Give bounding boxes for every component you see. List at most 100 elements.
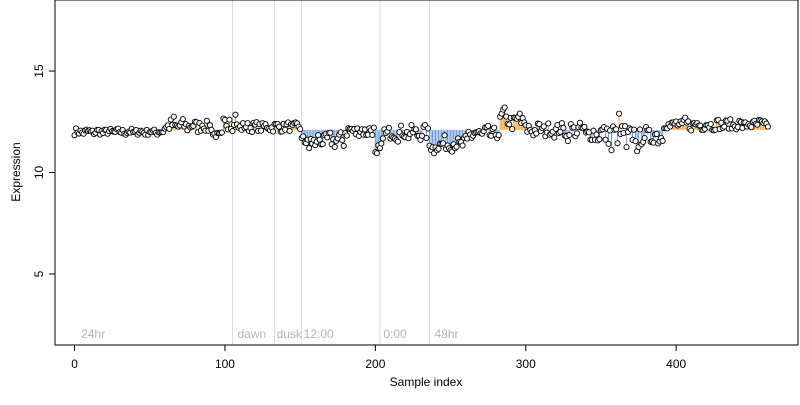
deviation-bar (520, 122, 522, 130)
deviation-bar (516, 118, 518, 130)
data-point (248, 128, 256, 135)
data-point (576, 119, 583, 126)
deviation-bar (377, 129, 379, 146)
deviation-bar (433, 129, 435, 154)
dividers-layer (231, 0, 431, 345)
deviation-bar (228, 119, 230, 130)
data-point (516, 110, 523, 117)
data-point (441, 132, 448, 139)
axes-layer: 0 100 200 300 400 5 10 15 (32, 0, 799, 371)
data-point (631, 126, 638, 133)
data-point (612, 126, 620, 133)
deviation-bar (302, 129, 304, 137)
data-point (659, 137, 666, 144)
y-tick-label: 5 (32, 270, 46, 277)
data-point (424, 125, 432, 132)
deviation-bar (438, 129, 440, 149)
data-point (637, 126, 644, 133)
data-point (423, 134, 430, 142)
deviation-bar (641, 129, 643, 145)
data-point (540, 123, 547, 130)
x-tick-label: 300 (516, 357, 536, 371)
deviation-bar (626, 129, 628, 148)
data-point (557, 128, 564, 135)
data-point (435, 145, 442, 152)
deviation-bar (430, 129, 432, 150)
data-point (764, 123, 771, 130)
data-point (244, 120, 251, 127)
data-point (339, 137, 346, 144)
data-point (536, 120, 543, 128)
data-point (218, 129, 225, 136)
data-point (397, 122, 404, 129)
deviation-bar (447, 129, 449, 146)
data-point (394, 138, 401, 145)
deviation-bar (537, 123, 539, 130)
plot-frame (54, 0, 799, 346)
data-point (485, 122, 492, 129)
data-point (641, 134, 648, 142)
deviation-bar (391, 129, 393, 137)
deviation-bar (692, 123, 694, 130)
deviation-bar (514, 117, 516, 130)
deviation-bar (591, 129, 593, 141)
points-layer (71, 104, 771, 157)
deviation-bar (374, 129, 376, 153)
deviation-bar (716, 120, 718, 130)
data-point (602, 136, 609, 143)
data-point (306, 145, 313, 152)
deviation-bar (425, 129, 428, 138)
deviation-bar (448, 129, 450, 149)
deviation-bar (441, 129, 443, 144)
data-point (270, 128, 277, 135)
deviation-bar (607, 129, 610, 144)
data-point (596, 136, 603, 143)
data-point (297, 126, 304, 133)
deviation-bar (379, 129, 381, 149)
deviation-bar (501, 113, 503, 130)
data-point (370, 124, 377, 131)
data-point (226, 116, 233, 123)
x-axis-label: Sample index (390, 375, 463, 389)
deviation-bar (726, 120, 728, 130)
deviation-bar (332, 129, 334, 140)
deviation-bar (439, 129, 441, 144)
deviation-bar (431, 129, 434, 148)
deviation-bar (313, 129, 315, 141)
data-point (560, 124, 567, 131)
annotation-label: 48hr (435, 327, 459, 341)
data-point (343, 132, 350, 139)
data-point (590, 127, 597, 134)
deviation-bar (450, 129, 452, 151)
data-point (203, 117, 210, 124)
y-axis-label: Expression (9, 142, 23, 201)
data-point (623, 144, 630, 151)
annotations-layer: 24hr dawn dusk 12:00 0:00 48hr (81, 327, 458, 341)
deviation-bar (445, 129, 447, 149)
data-point (615, 110, 623, 117)
data-point (566, 131, 573, 139)
deviation-bar (657, 129, 659, 144)
data-point (632, 138, 639, 145)
deviation-bar (397, 129, 399, 142)
data-point (727, 116, 734, 123)
deviation-bar (604, 129, 607, 140)
annotation-label: dusk (277, 327, 303, 341)
annotation-label: 12:00 (304, 327, 334, 341)
data-point (551, 134, 558, 141)
data-point (232, 111, 239, 118)
x-tick-label: 0 (71, 357, 78, 371)
deviation-bar (547, 123, 549, 130)
data-point (509, 126, 516, 133)
deviation-bar (632, 129, 634, 140)
y-tick-label: 10 (32, 166, 46, 180)
deviation-bar (638, 129, 640, 148)
deviation-bar (651, 129, 653, 142)
data-point (373, 150, 380, 157)
annotation-label: dawn (237, 327, 266, 341)
deviation-bar (681, 122, 683, 130)
data-point (319, 141, 326, 148)
data-point (491, 124, 498, 131)
deviation-bar (376, 129, 378, 154)
